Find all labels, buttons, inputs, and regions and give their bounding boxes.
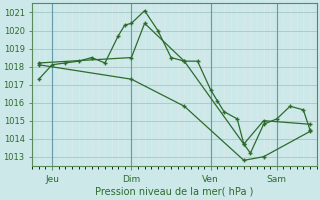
X-axis label: Pression niveau de la mer( hPa ): Pression niveau de la mer( hPa ) xyxy=(95,187,253,197)
